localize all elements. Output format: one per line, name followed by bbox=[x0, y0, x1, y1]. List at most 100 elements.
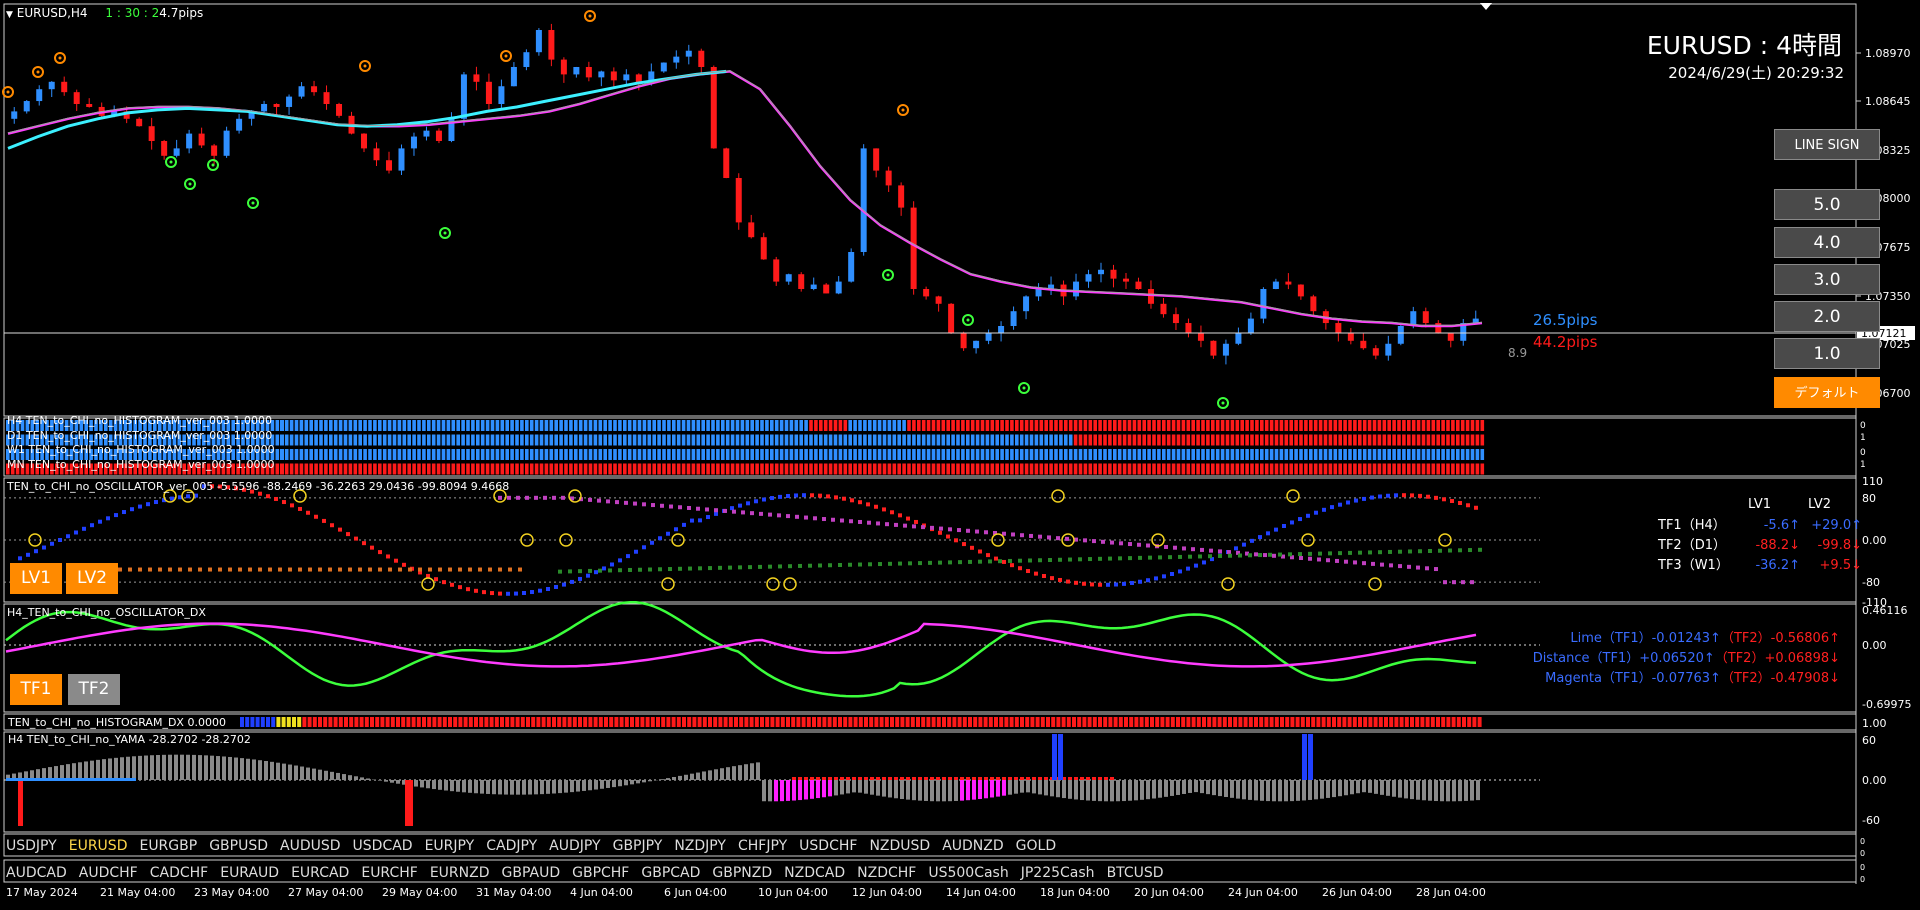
pair-usdcad[interactable]: USDCAD bbox=[353, 838, 413, 854]
hist-dx-bar bbox=[328, 717, 332, 727]
histogram-bar bbox=[305, 420, 309, 431]
histogram-bar bbox=[750, 449, 754, 460]
pair-euraud[interactable]: EURAUD bbox=[220, 865, 279, 881]
histogram-bar bbox=[589, 464, 593, 475]
histogram-bar bbox=[1098, 464, 1102, 475]
histogram-bar bbox=[319, 464, 323, 475]
default-button[interactable]: デフォルト bbox=[1774, 377, 1880, 408]
histogram-bar bbox=[422, 435, 426, 446]
yama-bar bbox=[1458, 780, 1462, 801]
histogram-bar bbox=[442, 435, 446, 446]
pair-gbpjpy[interactable]: GBPJPY bbox=[613, 838, 663, 854]
osc-tf3-dot bbox=[818, 563, 822, 567]
osc-lv1-dot bbox=[186, 494, 190, 498]
pair-nzdusd[interactable]: NZDUSD bbox=[869, 838, 930, 854]
tf2-button[interactable]: TF2 bbox=[68, 674, 120, 705]
hist-dx-bar bbox=[438, 717, 442, 727]
pair-btcusd[interactable]: BTCUSD bbox=[1107, 865, 1164, 881]
osc-tf3-dot bbox=[628, 568, 632, 572]
spread-label: 4.7pips bbox=[159, 6, 203, 20]
hist-dx-bar bbox=[1098, 717, 1102, 727]
candle-body bbox=[361, 134, 367, 149]
tf1-button[interactable]: TF1 bbox=[10, 674, 62, 705]
pair-gold[interactable]: GOLD bbox=[1016, 838, 1056, 854]
pair-cadjpy[interactable]: CADJPY bbox=[486, 838, 537, 854]
pair-eurjpy[interactable]: EURJPY bbox=[425, 838, 475, 854]
yama-zero-bar bbox=[1002, 777, 1006, 780]
level-1-button[interactable]: 1.0 bbox=[1774, 338, 1880, 369]
pair-eurusd[interactable]: EURUSD bbox=[69, 838, 128, 854]
level-3-button[interactable]: 3.0 bbox=[1774, 264, 1880, 295]
candle-body bbox=[961, 333, 967, 348]
pair-eurcad[interactable]: EURCAD bbox=[291, 865, 349, 881]
pair-gbpcad[interactable]: GBPCAD bbox=[641, 865, 700, 881]
hist-dx-bar bbox=[1275, 717, 1279, 727]
histogram-bar bbox=[1113, 420, 1117, 431]
osc-lv1-dot bbox=[378, 550, 382, 554]
pair-nzdcad[interactable]: NZDCAD bbox=[784, 865, 845, 881]
osc-lv1-dot bbox=[130, 507, 134, 511]
yama-bar bbox=[810, 780, 814, 799]
line-sign-button[interactable]: LINE SIGN bbox=[1774, 129, 1880, 160]
histogram-bar bbox=[1226, 449, 1230, 460]
lv1-button[interactable]: LV1 bbox=[10, 563, 62, 594]
histogram-bar bbox=[873, 449, 877, 460]
pair-audcad[interactable]: AUDCAD bbox=[6, 865, 67, 881]
candle-body bbox=[1360, 341, 1366, 348]
candle-body bbox=[1123, 279, 1129, 282]
candle-body bbox=[149, 126, 155, 141]
lv2-button[interactable]: LV2 bbox=[66, 563, 118, 594]
yama-axis-label: -60 bbox=[1862, 814, 1880, 827]
osc-lv2-dot bbox=[687, 506, 691, 510]
pair-bar-1: USDJPY EURUSD EURGBP GBPUSD AUDUSD USDCAD EURJ… bbox=[6, 838, 1068, 854]
pair-eurchf[interactable]: EURCHF bbox=[361, 865, 417, 881]
histogram-bar bbox=[853, 449, 857, 460]
hist-dx-bar bbox=[323, 717, 327, 727]
pair-gbpaud[interactable]: GBPAUD bbox=[502, 865, 561, 881]
pair-eurnzd[interactable]: EURNZD bbox=[430, 865, 490, 881]
histogram-bar bbox=[956, 464, 960, 475]
osc-lv2-dot bbox=[750, 511, 754, 515]
pair-gbpchf[interactable]: GBPCHF bbox=[572, 865, 629, 881]
collapse-triangle-icon[interactable]: ▼ bbox=[6, 10, 13, 20]
pair-eurgbp[interactable]: EURGBP bbox=[139, 838, 197, 854]
pair-nzdjpy[interactable]: NZDJPY bbox=[674, 838, 726, 854]
histogram-bar bbox=[799, 420, 803, 431]
pair-cadchf[interactable]: CADCHF bbox=[150, 865, 209, 881]
hist-dx-bar bbox=[1316, 717, 1320, 727]
histogram-bar bbox=[657, 464, 661, 475]
histogram-bar bbox=[1280, 420, 1284, 431]
histogram-bar bbox=[780, 420, 784, 431]
pair-chfjpy[interactable]: CHFJPY bbox=[738, 838, 787, 854]
pair-jp225cash[interactable]: JP225Cash bbox=[1021, 865, 1095, 881]
histogram-bar bbox=[1245, 449, 1249, 460]
pair-audnzd[interactable]: AUDNZD bbox=[942, 838, 1003, 854]
histogram-bar bbox=[912, 420, 916, 431]
histogram-bar bbox=[1152, 464, 1156, 475]
pair-audjpy[interactable]: AUDJPY bbox=[549, 838, 600, 854]
yama-zero-bar bbox=[942, 777, 946, 780]
yama-bar bbox=[210, 756, 214, 780]
shift-marker-icon[interactable] bbox=[1480, 3, 1492, 10]
hist-dx-bar bbox=[1010, 717, 1014, 727]
yama-bar bbox=[876, 780, 880, 796]
pair-audchf[interactable]: AUDCHF bbox=[79, 865, 138, 881]
pair-usdchf[interactable]: USDCHF bbox=[799, 838, 857, 854]
pair-us500cash[interactable]: US500Cash bbox=[928, 865, 1008, 881]
pair-gbpusd[interactable]: GBPUSD bbox=[209, 838, 268, 854]
hist-dx-bar bbox=[256, 717, 260, 727]
histogram-bar bbox=[971, 420, 975, 431]
level-5-button[interactable]: 5.0 bbox=[1774, 189, 1880, 220]
level-4-button[interactable]: 4.0 bbox=[1774, 227, 1880, 258]
histogram-bar bbox=[1353, 464, 1357, 475]
histogram-bar bbox=[324, 449, 328, 460]
pair-usdjpy[interactable]: USDJPY bbox=[6, 838, 57, 854]
pair-audusd[interactable]: AUDUSD bbox=[280, 838, 341, 854]
histogram-bar bbox=[760, 435, 764, 446]
pair-gbpnzd[interactable]: GBPNZD bbox=[712, 865, 772, 881]
level-2-button[interactable]: 2.0 bbox=[1774, 301, 1880, 332]
histogram-bar bbox=[1412, 435, 1416, 446]
histogram-bar bbox=[760, 449, 764, 460]
pair-nzdchf[interactable]: NZDCHF bbox=[857, 865, 916, 881]
histogram-bar bbox=[579, 464, 583, 475]
